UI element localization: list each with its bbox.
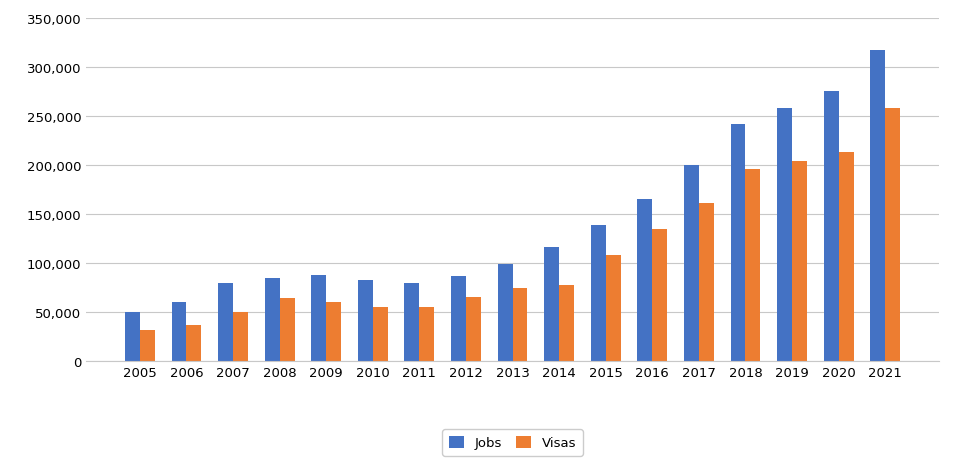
Bar [451,276,466,361]
Bar [233,312,248,361]
Bar [404,284,420,361]
Bar [466,298,481,361]
Bar [698,204,714,361]
Bar [652,230,667,361]
Bar [187,325,201,361]
Bar [420,307,434,361]
Bar [559,286,574,361]
Bar [544,248,559,361]
Bar [513,289,528,361]
Bar [497,264,513,361]
Bar [731,124,745,361]
Bar [327,302,341,361]
Bar [280,299,294,361]
Bar [125,312,140,361]
Bar [264,278,280,361]
Bar [605,256,621,361]
Legend: Jobs, Visas: Jobs, Visas [442,429,583,456]
Bar [373,307,388,361]
Bar [745,169,761,361]
Bar [870,51,885,361]
Bar [684,165,698,361]
Bar [171,302,187,361]
Bar [218,284,233,361]
Bar [885,109,901,361]
Bar [637,200,652,361]
Bar [591,225,605,361]
Bar [838,153,854,361]
Bar [792,162,807,361]
Bar [777,109,792,361]
Bar [311,275,327,361]
Bar [824,92,838,361]
Bar [140,330,155,361]
Bar [358,281,373,361]
